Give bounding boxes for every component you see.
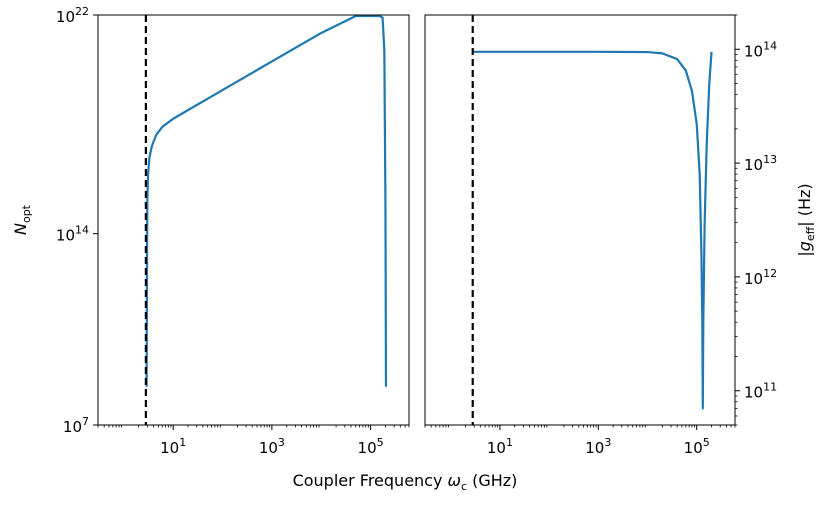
right-y-tick-label-2: 1013: [744, 153, 777, 174]
left-y-tick-label-0: 107: [63, 415, 89, 436]
right-x-tick-label-2: 105: [684, 436, 710, 457]
right-y-tick-label-3: 1014: [744, 39, 777, 60]
left-plot-frame: [97, 14, 410, 426]
left-y-tick-label-2: 1022: [56, 5, 89, 26]
right-plot-frame: [424, 14, 736, 426]
left-x-tick-label-1: 103: [259, 436, 285, 457]
left-x-tick-label-0: 101: [160, 436, 186, 457]
left-series-line-0: [145, 14, 388, 387]
right-panel: 101 103 105 1011 1012 1013 1014 |geff| (Hz): [424, 14, 817, 457]
right-series-line-0: [472, 50, 713, 410]
left-y-axis-label: Nopt: [11, 204, 33, 235]
right-y-axis-label: |geff| (Hz): [795, 183, 817, 256]
right-y-tick-label-0: 1011: [744, 381, 777, 402]
right-y-tick-label-1: 1012: [744, 267, 777, 288]
left-y-tick-label-1: 1014: [56, 224, 89, 245]
x-axis-label: Coupler Frequency ωc (GHz): [293, 471, 518, 493]
right-x-tick-label-0: 101: [487, 436, 513, 457]
right-x-tick-label-1: 103: [585, 436, 611, 457]
left-x-tick-label-2: 105: [358, 436, 384, 457]
left-panel: 101 103 105 107 1014 1022 Nopt: [11, 5, 410, 457]
